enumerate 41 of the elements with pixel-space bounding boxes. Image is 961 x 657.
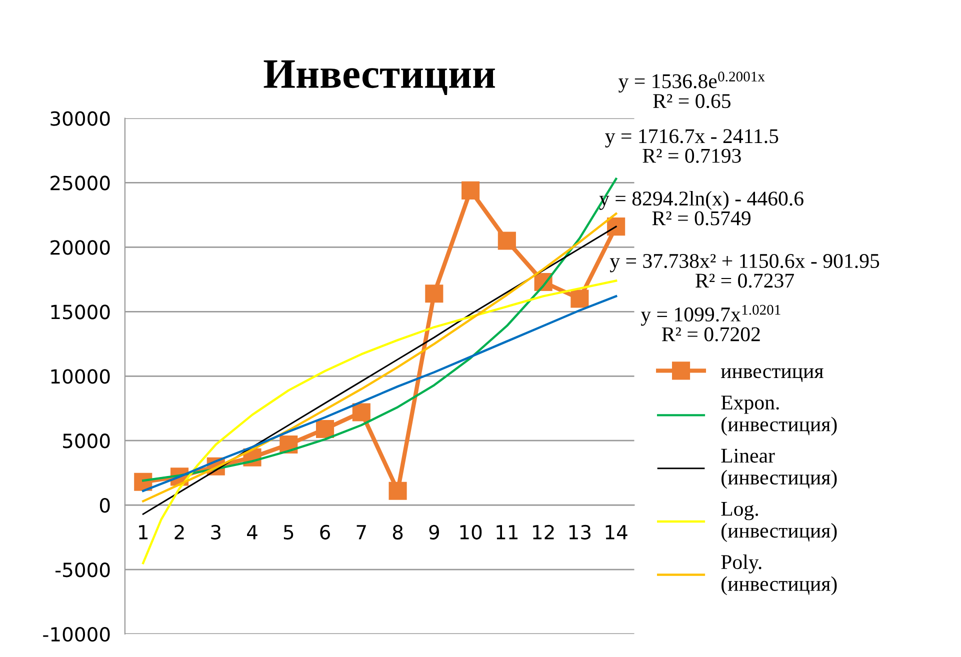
x-tick-label: 9 xyxy=(429,524,439,540)
y-tick-label: 5000 xyxy=(63,434,110,448)
x-tick-label: 8 xyxy=(392,524,403,540)
x-tick-label: 7 xyxy=(356,525,366,540)
x-tick-label: 1 xyxy=(139,525,148,540)
point xyxy=(607,218,626,236)
y-tick-label: 20000 xyxy=(50,240,110,255)
y-tick-label: 15000 xyxy=(51,304,110,320)
x-tick-label: 12 xyxy=(533,524,554,540)
x-tick-label: 11 xyxy=(496,525,518,540)
x-tick-label: 6 xyxy=(320,524,330,540)
x-tick-label: 14 xyxy=(606,525,628,540)
y-tick-label: -10000 xyxy=(43,626,110,642)
point xyxy=(570,290,589,308)
annotation: y = 37.738x² + 1150.6x - 901.95 R² = 0.7237 xyxy=(610,254,880,288)
point xyxy=(388,482,407,500)
y-tick-label: 25000 xyxy=(50,176,110,190)
point xyxy=(352,403,370,422)
legend-label: инвестиция xyxy=(720,368,824,382)
point xyxy=(462,181,480,200)
y-tick-label: 10000 xyxy=(51,369,110,384)
y-tick-label: 30000 xyxy=(50,111,110,126)
x-tick-label: 5 xyxy=(284,525,294,540)
text: y = 1536.8e$^{0.2001x}$ R² = 0.65 xyxy=(618,72,765,108)
legend-label: Poly. (инвестиция) xyxy=(721,554,837,596)
legend-label: Expon. (инвестиция) xyxy=(721,396,837,436)
legend-label: Linear (инвестиция) xyxy=(721,448,837,489)
y-tick-label: -5000 xyxy=(55,562,110,578)
point xyxy=(498,232,516,250)
x-tick-label: 10 xyxy=(460,524,482,540)
annotation: y = 1716.7x - 2411.5 R² = 0.7193 xyxy=(605,129,778,163)
point xyxy=(425,284,444,303)
chart-title: Инвестиции xyxy=(264,60,495,95)
x-tick-label: 13 xyxy=(569,524,590,540)
text: y = 1099.7x$^{1.0201}$ R² = 0.7202 xyxy=(640,304,780,342)
x-tick-label: 2 xyxy=(174,524,184,540)
point xyxy=(316,420,334,438)
legend-label: Log. (инвестиция) xyxy=(721,502,837,542)
x-tick-label: 3 xyxy=(211,524,221,540)
y-tick-label: 0 xyxy=(100,498,110,513)
x-tick-label: 4 xyxy=(247,525,258,540)
